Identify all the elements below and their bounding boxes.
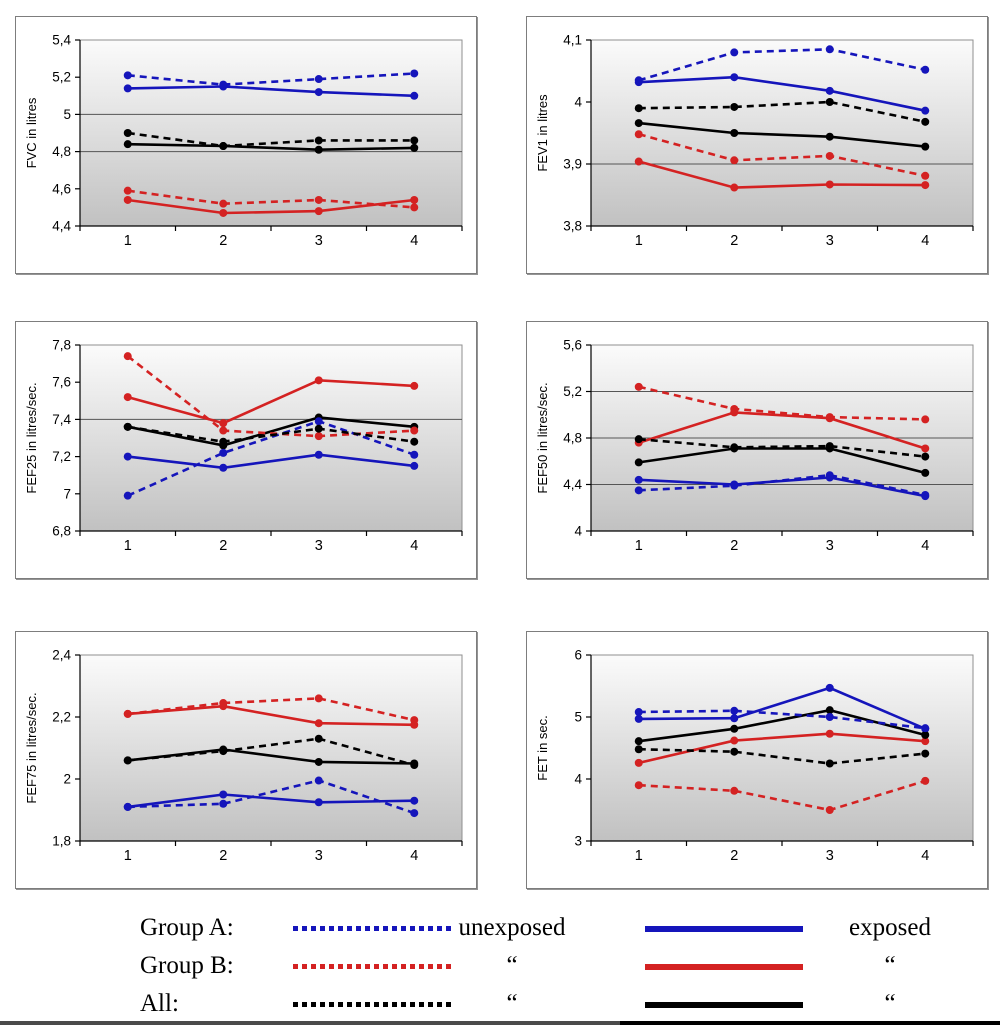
svg-text:5,6: 5,6 [563,338,582,353]
all-dashed-line-sample [293,1002,451,1007]
svg-text:5,2: 5,2 [563,384,582,399]
svg-text:4: 4 [410,538,418,554]
svg-text:2: 2 [730,848,738,864]
chart-fev1: 4,1 4 3,9 3,8 1 2 3 4 FEV1 in litres [535,33,974,249]
svg-text:4,1: 4,1 [563,33,582,48]
svg-text:5,2: 5,2 [52,70,71,85]
legend: Group A: unexposed exposed Group B: “ “ … [0,908,1000,1020]
page-bottom-edge [0,1021,1000,1025]
legend-all-label: All: [140,990,179,1017]
chart-fet: 6 5 4 3 1 2 3 4 FET in sec. [535,648,974,864]
svg-text:4: 4 [574,95,582,110]
svg-text:FEF25 in litres/sec.: FEF25 in litres/sec. [24,382,39,493]
svg-text:1,8: 1,8 [52,834,71,849]
svg-text:2: 2 [730,233,738,249]
chart-panel-fef25: 7,8 7,6 7,4 7,2 7 6,8 1 2 3 4 FEF25 in litres/sec. [15,321,477,579]
svg-text:4,8: 4,8 [563,431,582,446]
legend-ditto-exposed-b: “ [884,952,896,979]
legend-ditto-exposed-all: “ [884,990,896,1017]
group-b-solid-line-sample [645,964,803,970]
svg-text:1: 1 [635,538,643,554]
legend-row-group-a: Group A: unexposed exposed [0,912,1000,950]
svg-text:3,9: 3,9 [563,157,582,172]
svg-text:FEV1 in litres: FEV1 in litres [535,94,550,172]
svg-text:2: 2 [219,233,227,249]
svg-text:4,8: 4,8 [52,144,71,159]
svg-text:3: 3 [574,834,582,849]
legend-exposed-label: exposed [849,914,931,941]
svg-text:FEF50 in litres/sec.: FEF50 in litres/sec. [535,382,550,493]
chart-fef25: 7,8 7,6 7,4 7,2 7 6,8 1 2 3 4 FEF25 in litres/sec. [24,338,463,554]
svg-text:5,4: 5,4 [52,33,71,48]
svg-text:4: 4 [921,848,929,864]
legend-row-group-b: Group B: “ “ [0,950,1000,988]
svg-text:4,4: 4,4 [52,219,71,234]
group-a-solid-line-sample [645,926,803,932]
svg-text:1: 1 [635,848,643,864]
legend-group-b-label: Group B: [140,952,234,979]
chart-panel-fef75: 2,4 2,2 2 1,8 1 2 3 4 FEF75 in litres/sec. [15,631,477,889]
svg-text:5: 5 [63,107,71,122]
svg-text:6,8: 6,8 [52,524,71,539]
legend-unexposed-label: unexposed [458,914,566,941]
svg-text:4: 4 [410,848,418,864]
all-solid-line-sample [645,1002,803,1008]
svg-text:2,2: 2,2 [52,710,71,725]
svg-text:6: 6 [574,648,582,663]
svg-text:1: 1 [635,233,643,249]
svg-text:1: 1 [124,538,132,554]
svg-text:3,8: 3,8 [563,219,582,234]
svg-text:FEF75 in litres/sec.: FEF75 in litres/sec. [24,692,39,803]
svg-text:3: 3 [826,233,834,249]
legend-row-all: All: “ “ [0,988,1000,1026]
svg-text:2: 2 [219,538,227,554]
svg-text:4: 4 [574,772,582,787]
svg-text:3: 3 [315,848,323,864]
svg-text:1: 1 [124,233,132,249]
chart-panel-fvc: 5,4 5,2 5 4,8 4,6 4,4 1 2 3 4 FVC in litres [15,16,477,274]
svg-text:1: 1 [124,848,132,864]
group-b-dashed-line-sample [293,964,451,969]
svg-text:3: 3 [315,538,323,554]
legend-ditto-unexposed-all: “ [506,990,518,1017]
chart-panel-fef50: 5,6 5,2 4,8 4,4 4 1 2 3 4 FEF50 in litres/sec. [526,321,988,579]
svg-text:FVC in litres: FVC in litres [24,97,39,168]
svg-text:4: 4 [921,538,929,554]
svg-text:3: 3 [826,848,834,864]
legend-group-a-label: Group A: [140,914,234,941]
svg-text:FET in sec.: FET in sec. [535,715,550,781]
svg-text:2,4: 2,4 [52,648,71,663]
chart-panel-fet: 6 5 4 3 1 2 3 4 FET in sec. [526,631,988,889]
svg-text:2: 2 [730,538,738,554]
svg-text:3: 3 [826,538,834,554]
svg-text:4,6: 4,6 [52,181,71,196]
svg-text:5: 5 [574,710,582,725]
legend-ditto-unexposed-b: “ [506,952,518,979]
chart-fef50: 5,6 5,2 4,8 4,4 4 1 2 3 4 FEF50 in litres/sec. [535,338,974,554]
svg-text:7,4: 7,4 [52,412,71,427]
svg-text:7,2: 7,2 [52,449,71,464]
svg-text:4: 4 [921,233,929,249]
svg-text:7,6: 7,6 [52,375,71,390]
svg-text:7,8: 7,8 [52,338,71,353]
chart-fef75: 2,4 2,2 2 1,8 1 2 3 4 FEF75 in litres/sec. [24,648,463,864]
svg-text:7: 7 [63,486,71,501]
group-a-dashed-line-sample [293,926,451,931]
svg-text:4,4: 4,4 [563,477,582,492]
svg-text:4: 4 [410,233,418,249]
svg-text:2: 2 [63,772,71,787]
chart-fvc: 5,4 5,2 5 4,8 4,6 4,4 1 2 3 4 FVC in litres [24,33,463,249]
svg-text:3: 3 [315,233,323,249]
svg-text:4: 4 [574,524,582,539]
chart-panel-fev1: 4,1 4 3,9 3,8 1 2 3 4 FEV1 in litres [526,16,988,274]
svg-text:2: 2 [219,848,227,864]
